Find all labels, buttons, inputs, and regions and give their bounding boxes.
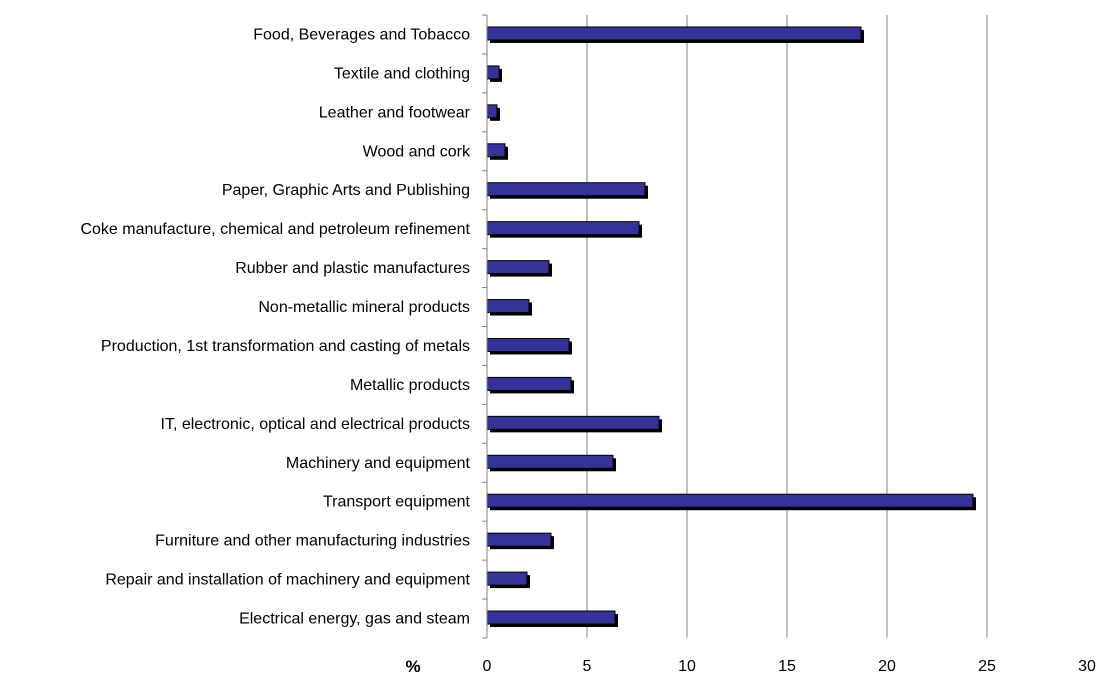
bar [486, 260, 550, 275]
category-label: Machinery and equipment [286, 455, 471, 472]
bar [486, 493, 974, 508]
x-tick-labels: 0 5 10 15 20 25 30 [483, 658, 1096, 675]
category-label: Repair and installation of machinery and… [105, 572, 470, 589]
axes [482, 14, 488, 639]
x-tick-label: 25 [978, 658, 996, 675]
bar [486, 532, 552, 547]
x-tick-label: 30 [1078, 658, 1096, 675]
category-label: IT, electronic, optical and electrical p… [161, 416, 470, 433]
bar [486, 26, 862, 41]
bar [486, 454, 614, 469]
bar [486, 104, 498, 119]
category-label: Metallic products [350, 377, 470, 394]
bar [486, 221, 640, 236]
category-label: Transport equipment [323, 494, 471, 511]
bar [486, 143, 506, 158]
category-label: Electrical energy, gas and steam [239, 611, 470, 628]
bar [486, 376, 572, 391]
bar [486, 610, 616, 625]
bar [486, 182, 646, 197]
bar [486, 571, 528, 586]
bars [486, 26, 976, 628]
x-unit-label: % [405, 657, 420, 675]
x-tick-label: 5 [583, 658, 592, 675]
category-label: Coke manufacture, chemical and petroleum… [80, 221, 470, 238]
category-label: Production, 1st transformation and casti… [101, 338, 470, 355]
bar [486, 299, 530, 314]
category-labels: Food, Beverages and Tobacco Textile and c… [80, 26, 471, 627]
category-label: Non-metallic mineral products [258, 299, 470, 316]
bar [486, 337, 570, 352]
category-label: Wood and cork [363, 143, 471, 160]
bar [486, 65, 500, 80]
bar [486, 415, 660, 430]
gridlines [586, 15, 988, 638]
category-label: Textile and clothing [334, 65, 470, 82]
category-label: Food, Beverages and Tobacco [253, 26, 470, 43]
category-label: Rubber and plastic manufactures [235, 260, 470, 277]
x-tick-label: 0 [483, 658, 492, 675]
category-label: Leather and footwear [319, 104, 471, 121]
category-label: Furniture and other manufacturing indust… [155, 533, 470, 550]
x-tick-label: 15 [778, 658, 796, 675]
x-tick-label: 20 [878, 658, 896, 675]
category-label: Paper, Graphic Arts and Publishing [222, 182, 470, 199]
x-tick-label: 10 [678, 658, 696, 675]
